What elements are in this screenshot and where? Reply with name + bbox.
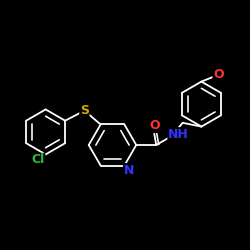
Text: N: N (124, 164, 134, 176)
Text: NH: NH (168, 128, 189, 141)
Text: S: S (80, 104, 89, 117)
Text: O: O (149, 120, 160, 132)
Text: Cl: Cl (32, 154, 45, 166)
Text: O: O (213, 68, 224, 80)
